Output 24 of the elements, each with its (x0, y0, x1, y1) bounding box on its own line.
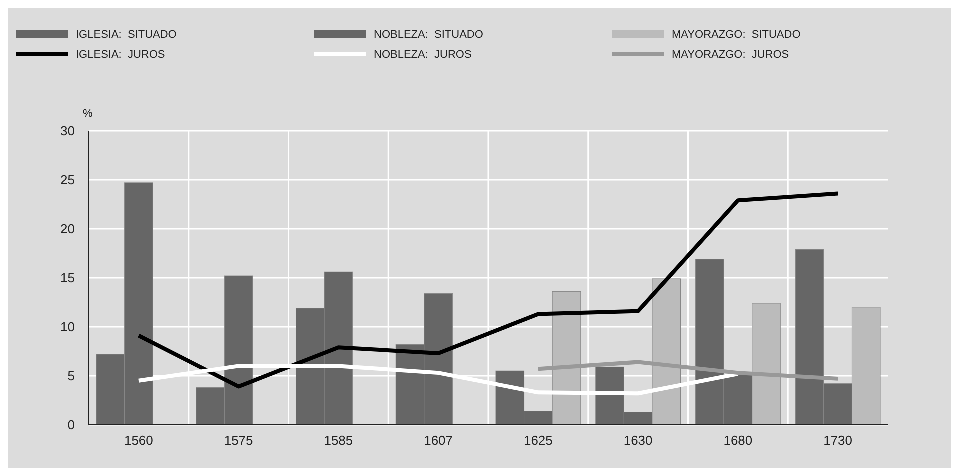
y-axis-title: % (83, 108, 93, 120)
y-tick-label: 30 (60, 124, 75, 139)
y-tick-label: 20 (60, 222, 75, 237)
x-tick-label: 1560 (124, 433, 154, 448)
line-series (136, 192, 840, 389)
x-tick-label: 1575 (224, 433, 254, 448)
legend-label: IGLESIA: JUROS (76, 48, 166, 61)
x-tick-label: 1680 (724, 433, 753, 448)
y-tick-label: 15 (60, 270, 75, 286)
x-tick-label: 1607 (424, 433, 454, 448)
legend-label: NOBLEZA: SITUADO (374, 28, 484, 41)
x-tick-label: 1585 (324, 433, 354, 448)
line-series (536, 360, 840, 381)
y-tick-label: 25 (60, 172, 75, 188)
legend-label: MAYORAZGO: JUROS (672, 48, 790, 61)
y-tick-label: 10 (60, 320, 75, 335)
y-tick-label: 0 (68, 418, 75, 433)
y-tick-label: 5 (68, 368, 75, 384)
x-tick-label: 1730 (824, 433, 853, 448)
legend-label: MAYORAZGO: SITUADO (672, 28, 802, 41)
x-tick-label: 1630 (624, 433, 653, 448)
x-tick-label: 1625 (524, 433, 553, 448)
legend-label: IGLESIA: SITUADO (76, 28, 178, 41)
legend-label: NOBLEZA: JUROS (374, 48, 472, 61)
